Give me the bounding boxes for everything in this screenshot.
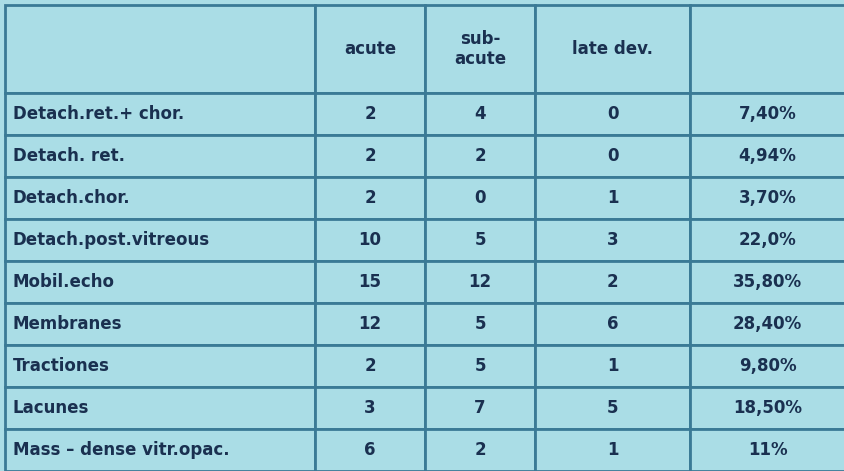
- Text: 3,70%: 3,70%: [738, 189, 795, 207]
- Text: 28,40%: 28,40%: [732, 315, 801, 333]
- Text: 4,94%: 4,94%: [738, 147, 796, 165]
- Bar: [315, 429, 425, 471]
- Text: 5: 5: [606, 399, 618, 417]
- Bar: [5, 93, 315, 135]
- Bar: [5, 135, 315, 177]
- Text: 22,0%: 22,0%: [738, 231, 795, 249]
- Bar: [534, 135, 690, 177]
- Text: 0: 0: [606, 105, 618, 123]
- Bar: [534, 429, 690, 471]
- Bar: [425, 303, 534, 345]
- Bar: [690, 345, 844, 387]
- Text: Detach.chor.: Detach.chor.: [13, 189, 131, 207]
- Bar: [425, 345, 534, 387]
- Bar: [690, 303, 844, 345]
- Text: 2: 2: [473, 441, 485, 459]
- Bar: [5, 345, 315, 387]
- Bar: [315, 261, 425, 303]
- Bar: [5, 387, 315, 429]
- Text: 7: 7: [473, 399, 485, 417]
- Text: Mass – dense vitr.opac.: Mass – dense vitr.opac.: [13, 441, 230, 459]
- Text: 12: 12: [468, 273, 491, 291]
- Bar: [5, 429, 315, 471]
- Text: Mobil.echo: Mobil.echo: [13, 273, 115, 291]
- Text: 2: 2: [364, 189, 376, 207]
- Bar: [425, 387, 534, 429]
- Text: 5: 5: [473, 231, 485, 249]
- Text: 3: 3: [606, 231, 618, 249]
- Bar: [534, 303, 690, 345]
- Text: late dev.: late dev.: [571, 40, 652, 58]
- Bar: [690, 5, 844, 93]
- Bar: [425, 261, 534, 303]
- Text: acute: acute: [344, 40, 396, 58]
- Text: 7,40%: 7,40%: [738, 105, 795, 123]
- Bar: [315, 303, 425, 345]
- Bar: [690, 219, 844, 261]
- Bar: [425, 429, 534, 471]
- Text: 9,80%: 9,80%: [738, 357, 795, 375]
- Text: 6: 6: [606, 315, 618, 333]
- Bar: [315, 177, 425, 219]
- Text: Detach.post.vitreous: Detach.post.vitreous: [13, 231, 210, 249]
- Bar: [425, 177, 534, 219]
- Bar: [425, 93, 534, 135]
- Text: Lacunes: Lacunes: [13, 399, 89, 417]
- Bar: [690, 177, 844, 219]
- Bar: [315, 387, 425, 429]
- Bar: [534, 93, 690, 135]
- Bar: [690, 93, 844, 135]
- Bar: [534, 345, 690, 387]
- Text: 2: 2: [473, 147, 485, 165]
- Text: 10: 10: [358, 231, 381, 249]
- Text: 1: 1: [606, 189, 618, 207]
- Text: 3: 3: [364, 399, 376, 417]
- Bar: [534, 387, 690, 429]
- Text: 15: 15: [358, 273, 381, 291]
- Bar: [315, 93, 425, 135]
- Bar: [534, 5, 690, 93]
- Text: 11%: 11%: [747, 441, 787, 459]
- Text: Detach.ret.+ chor.: Detach.ret.+ chor.: [13, 105, 184, 123]
- Bar: [534, 261, 690, 303]
- Bar: [5, 303, 315, 345]
- Bar: [5, 261, 315, 303]
- Text: 5: 5: [473, 357, 485, 375]
- Bar: [315, 5, 425, 93]
- Bar: [315, 345, 425, 387]
- Text: Detach. ret.: Detach. ret.: [13, 147, 125, 165]
- Text: sub-
acute: sub- acute: [453, 30, 506, 68]
- Text: 2: 2: [364, 357, 376, 375]
- Text: 0: 0: [606, 147, 618, 165]
- Bar: [534, 219, 690, 261]
- Bar: [690, 429, 844, 471]
- Text: 2: 2: [364, 147, 376, 165]
- Text: Tractiones: Tractiones: [13, 357, 110, 375]
- Bar: [425, 219, 534, 261]
- Text: 1: 1: [606, 357, 618, 375]
- Bar: [690, 135, 844, 177]
- Bar: [315, 219, 425, 261]
- Text: 2: 2: [364, 105, 376, 123]
- Bar: [534, 177, 690, 219]
- Bar: [315, 135, 425, 177]
- Bar: [425, 5, 534, 93]
- Text: 35,80%: 35,80%: [732, 273, 801, 291]
- Text: 1: 1: [606, 441, 618, 459]
- Bar: [690, 387, 844, 429]
- Text: 2: 2: [606, 273, 618, 291]
- Text: 0: 0: [473, 189, 485, 207]
- Text: 6: 6: [364, 441, 376, 459]
- Bar: [690, 261, 844, 303]
- Bar: [5, 219, 315, 261]
- Bar: [425, 135, 534, 177]
- Bar: [5, 177, 315, 219]
- Bar: [5, 5, 315, 93]
- Text: Membranes: Membranes: [13, 315, 122, 333]
- Text: 4: 4: [473, 105, 485, 123]
- Text: 18,50%: 18,50%: [732, 399, 801, 417]
- Text: 12: 12: [358, 315, 381, 333]
- Text: 5: 5: [473, 315, 485, 333]
